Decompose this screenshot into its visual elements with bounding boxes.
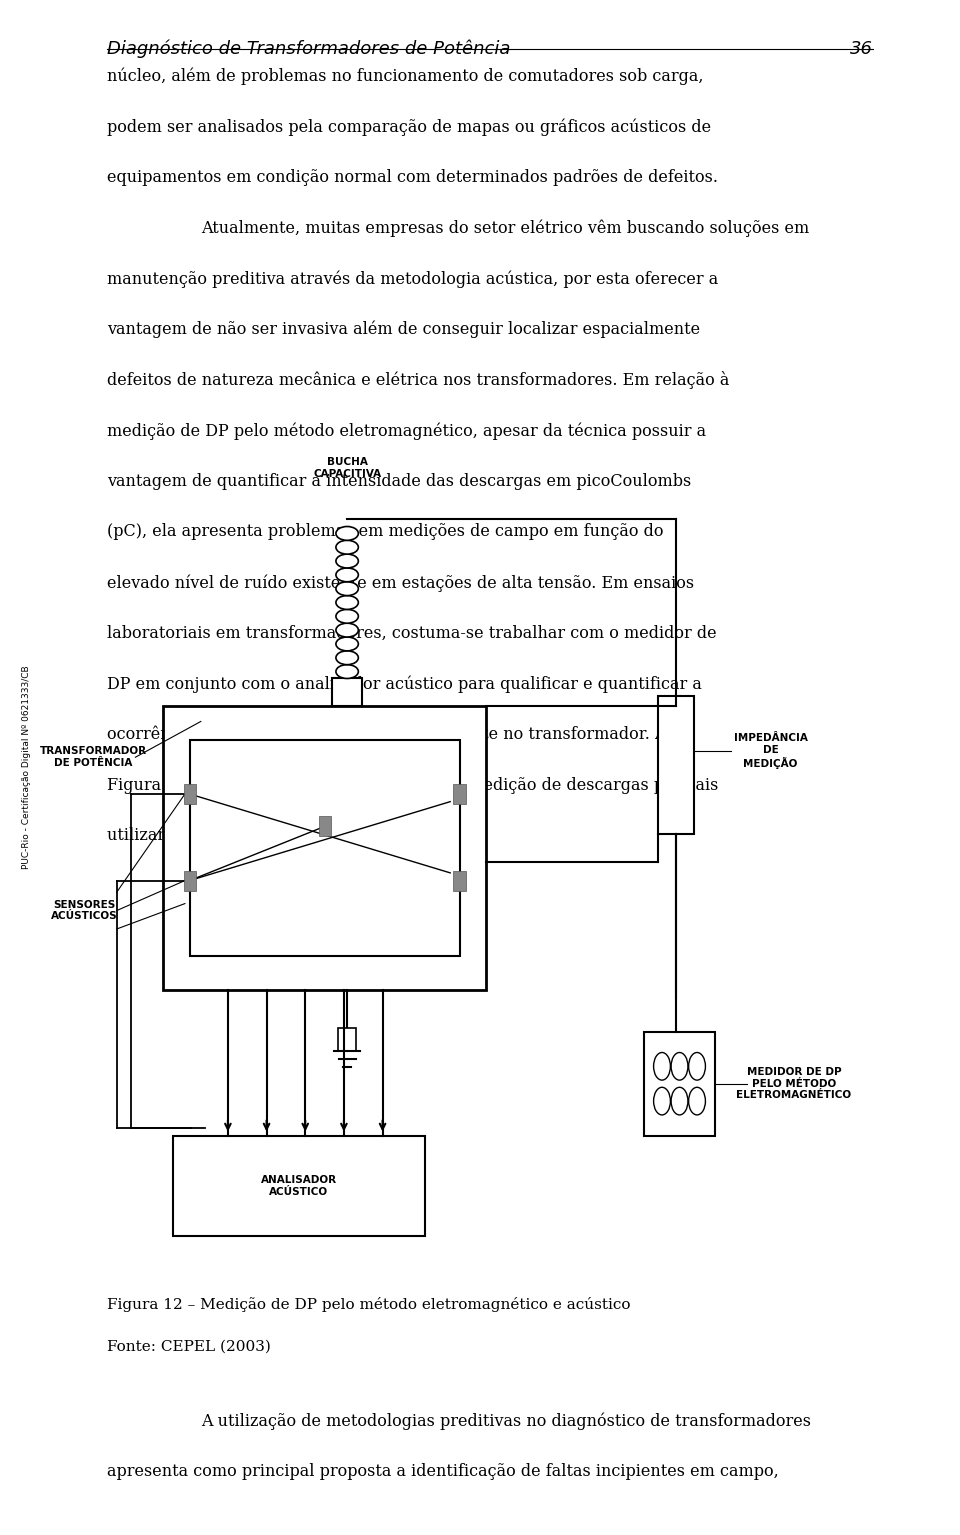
Ellipse shape xyxy=(336,568,358,582)
Circle shape xyxy=(688,1053,706,1081)
Text: Figura 12 – Medição de DP pelo método eletromagnético e acústico: Figura 12 – Medição de DP pelo método el… xyxy=(108,1297,631,1312)
Ellipse shape xyxy=(336,651,358,665)
Text: medição de DP pelo método eletromagnético, apesar da técnica possuir a: medição de DP pelo método eletromagnétic… xyxy=(108,422,707,439)
Bar xyxy=(644,1032,714,1136)
Text: MEDIDOR DE DP
PELO MÉTODO
ELETROMAGNÉTICO: MEDIDOR DE DP PELO MÉTODO ELETROMAGNÉTIC… xyxy=(736,1067,852,1101)
Ellipse shape xyxy=(336,527,358,540)
Circle shape xyxy=(671,1053,688,1081)
Text: laboratoriais em transformadores, costuma-se trabalhar com o medidor de: laboratoriais em transformadores, costum… xyxy=(108,625,717,642)
Text: TRANSFORMADOR
DE POTÊNCIA: TRANSFORMADOR DE POTÊNCIA xyxy=(40,746,147,768)
Bar xyxy=(659,695,694,834)
Text: ANALISADOR
ACÚSTICO: ANALISADOR ACÚSTICO xyxy=(261,1174,337,1197)
Circle shape xyxy=(688,1087,706,1114)
Bar xyxy=(163,706,486,990)
Bar xyxy=(190,740,460,956)
Text: Fonte: CEPEL (2003): Fonte: CEPEL (2003) xyxy=(108,1340,272,1354)
Text: PUC-Rio - Certificação Digital Nº 0621333/CB: PUC-Rio - Certificação Digital Nº 062133… xyxy=(22,666,31,869)
Ellipse shape xyxy=(336,582,358,596)
Circle shape xyxy=(654,1053,670,1081)
Ellipse shape xyxy=(336,596,358,609)
Text: ocorrência do defeito e localizá-lo internamente no transformador. A: ocorrência do defeito e localizá-lo inte… xyxy=(108,726,667,743)
Circle shape xyxy=(671,1087,688,1114)
Bar xyxy=(173,1136,425,1236)
Ellipse shape xyxy=(336,554,358,568)
Ellipse shape xyxy=(336,609,358,623)
Bar xyxy=(332,678,362,706)
Ellipse shape xyxy=(336,665,358,678)
Text: equipamentos em condição normal com determinados padrões de defeitos.: equipamentos em condição normal com dete… xyxy=(108,169,718,186)
Circle shape xyxy=(654,1087,670,1114)
Bar xyxy=(319,817,330,837)
Ellipse shape xyxy=(336,637,358,651)
Text: BUCHA
CAPACITIVA: BUCHA CAPACITIVA xyxy=(313,457,381,479)
Text: podem ser analisados pela comparação de mapas ou gráficos acústicos de: podem ser analisados pela comparação de … xyxy=(108,118,711,135)
Text: Diagnóstico de Transformadores de Potência: Diagnóstico de Transformadores de Potênc… xyxy=(108,40,511,58)
Bar xyxy=(338,1028,356,1051)
Ellipse shape xyxy=(336,623,358,637)
Text: IMPEDÂNCIA
DE
MEDIÇÃO: IMPEDÂNCIA DE MEDIÇÃO xyxy=(733,734,807,769)
Text: defeitos de natureza mecânica e elétrica nos transformadores. Em relação à: defeitos de natureza mecânica e elétrica… xyxy=(108,371,730,390)
Text: núcleo, além de problemas no funcionamento de comutadores sob carga,: núcleo, além de problemas no funcionamen… xyxy=(108,68,704,84)
Text: (pC), ela apresenta problemas em medições de campo em função do: (pC), ela apresenta problemas em mediçõe… xyxy=(108,523,664,540)
Text: utilizando as duas metodologias.: utilizando as duas metodologias. xyxy=(108,827,373,844)
Text: Figura 12 apresenta um esquema básico de medição de descargas parciais: Figura 12 apresenta um esquema básico de… xyxy=(108,777,719,794)
Text: DP em conjunto com o analisador acústico para qualificar e quantificar a: DP em conjunto com o analisador acústico… xyxy=(108,675,703,692)
Text: 36: 36 xyxy=(851,40,874,58)
Text: A utilização de metodologias preditivas no diagnóstico de transformadores: A utilização de metodologias preditivas … xyxy=(201,1412,811,1429)
Ellipse shape xyxy=(336,540,358,554)
Text: SENSORES
ACÚSTICOS: SENSORES ACÚSTICOS xyxy=(51,900,117,921)
Text: manutenção preditiva através da metodologia acústica, por esta oferecer a: manutenção preditiva através da metodolo… xyxy=(108,270,719,287)
Bar xyxy=(183,870,196,890)
Bar xyxy=(453,784,466,804)
Bar xyxy=(453,870,466,890)
Text: vantagem de quantificar a intensidade das descargas em picoCoulombs: vantagem de quantificar a intensidade da… xyxy=(108,473,691,490)
Bar xyxy=(183,784,196,804)
Text: Atualmente, muitas empresas do setor elétrico vêm buscando soluções em: Atualmente, muitas empresas do setor elé… xyxy=(201,220,809,236)
Text: apresenta como principal proposta a identificação de faltas incipientes em campo: apresenta como principal proposta a iden… xyxy=(108,1463,780,1480)
Text: vantagem de não ser invasiva além de conseguir localizar espacialmente: vantagem de não ser invasiva além de con… xyxy=(108,321,701,338)
Text: elevado nível de ruído existente em estações de alta tensão. Em ensaios: elevado nível de ruído existente em esta… xyxy=(108,574,694,591)
